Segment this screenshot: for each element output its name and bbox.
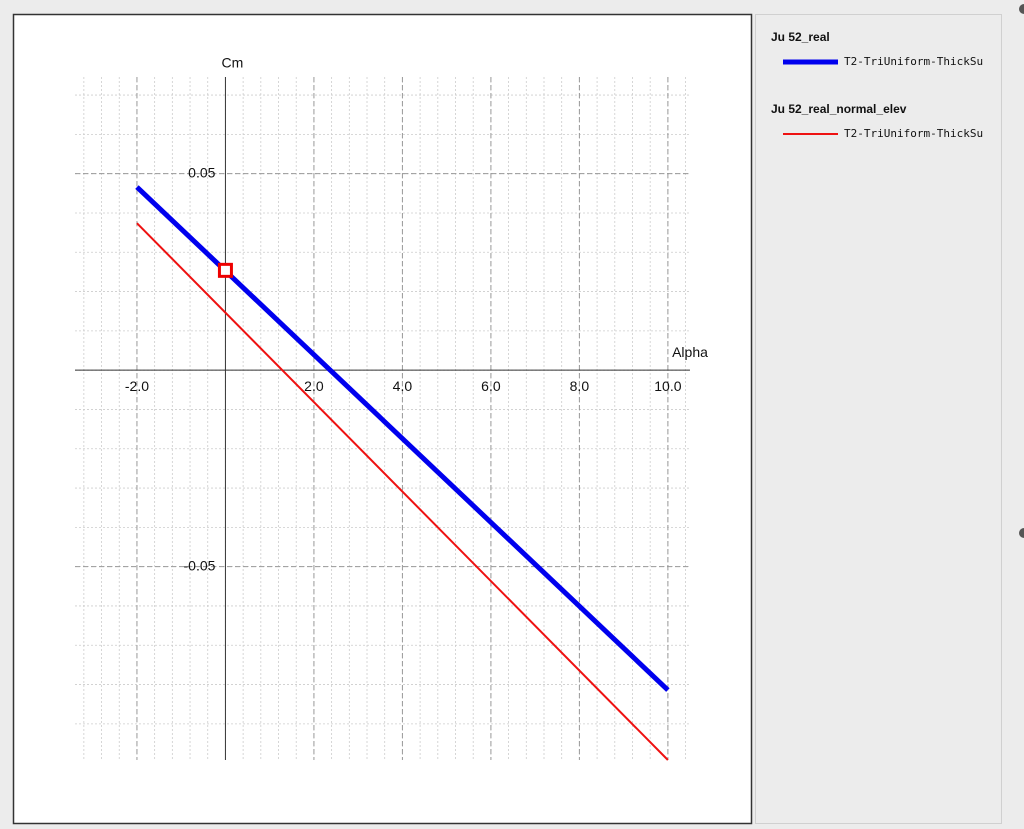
x-axis-label: Alpha	[672, 344, 708, 360]
legend-group-title: Ju 52_real	[771, 30, 830, 44]
legend-entry: T2-TriUniform-ThickSu	[844, 127, 983, 140]
scroll-handle[interactable]	[1019, 4, 1024, 14]
legend-group-title: Ju 52_real_normal_elev	[771, 102, 907, 116]
plot-area: -2.0 2.0 4.0 6.0 8.0 10.0 0.05 -0.05 Alpha Cm	[75, 55, 708, 761]
x-tick-label: 8.0	[570, 378, 590, 394]
y-axis-label: Cm	[222, 55, 244, 71]
x-tick-label: 10.0	[654, 378, 681, 394]
highlight-marker	[217, 262, 233, 278]
series-line	[136, 222, 669, 761]
scroll-handle[interactable]	[1019, 528, 1024, 538]
grid	[75, 77, 690, 760]
legend: Ju 52_real T2-TriUniform-ThickSu Ju 52_rea…	[771, 30, 983, 140]
legend-entry: T2-TriUniform-ThickSu	[844, 55, 983, 68]
y-tick-label: 0.05	[188, 164, 215, 180]
y-tick-label: -0.05	[184, 557, 216, 573]
x-tick-label: 6.0	[481, 378, 501, 394]
x-tick-label: -2.0	[125, 378, 149, 394]
legend-panel	[755, 14, 1002, 824]
x-tick-label: 2.0	[304, 378, 324, 394]
x-tick-label: 4.0	[393, 378, 413, 394]
